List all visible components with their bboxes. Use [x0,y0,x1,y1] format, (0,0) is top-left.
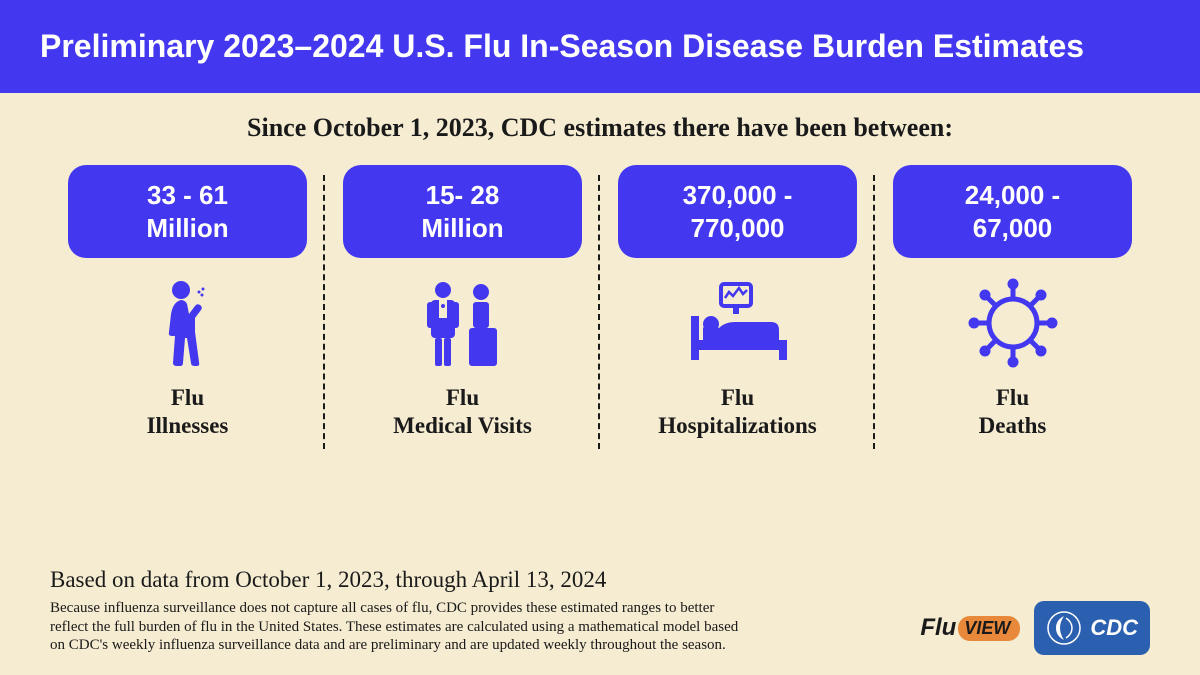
stat-badge: 370,000 - 770,000 [618,165,857,258]
hospital-bed-icon [683,268,793,378]
main-content: Since October 1, 2023, CDC estimates the… [0,93,1200,439]
page-title: Preliminary 2023–2024 U.S. Flu In-Season… [40,28,1160,65]
stat-label: Flu Hospitalizations [658,384,816,439]
fluview-flu: Flu [920,614,956,642]
stat-label: Flu Deaths [979,384,1047,439]
stat-value-line2: Million [351,212,574,245]
stat-value-line2: 770,000 [626,212,849,245]
stat-value-line1: 33 - 61 [76,179,299,212]
sick-person-icon [153,268,223,378]
doctor-visit-icon [413,268,513,378]
stat-badge: 24,000 - 67,000 [893,165,1132,258]
footer-text: Because influenza surveillance does not … [50,599,750,655]
stat-deaths: 24,000 - 67,000 [875,165,1150,439]
hhs-seal-icon [1046,610,1082,646]
logos: Flu VIEW CDC [920,601,1150,655]
cdc-logo: CDC [1034,601,1150,655]
stat-hospitalizations: 370,000 - 770,000 Flu Hospitalizations [600,165,875,439]
virus-icon [968,268,1058,378]
stat-value-line1: 370,000 - [626,179,849,212]
stat-medical-visits: 15- 28 Million Flu Medical [325,165,600,439]
stat-value-line2: 67,000 [901,212,1124,245]
stat-illnesses: 33 - 61 Million Flu Illnesses [50,165,325,439]
stat-label: Flu Illnesses [147,384,229,439]
subtitle: Since October 1, 2023, CDC estimates the… [50,113,1150,143]
stat-label: Flu Medical Visits [393,384,532,439]
stat-badge: 33 - 61 Million [68,165,307,258]
header-banner: Preliminary 2023–2024 U.S. Flu In-Season… [0,0,1200,93]
fluview-logo: Flu VIEW [920,614,1020,642]
stat-value-line1: 15- 28 [351,179,574,212]
footer: Based on data from October 1, 2023, thro… [50,567,1150,655]
cdc-text: CDC [1090,615,1138,641]
fluview-view: VIEW [958,616,1020,641]
stats-row: 33 - 61 Million Flu Illnesses 15- 28 Mil… [50,165,1150,439]
stat-badge: 15- 28 Million [343,165,582,258]
stat-value-line2: Million [76,212,299,245]
footer-title: Based on data from October 1, 2023, thro… [50,567,1150,593]
stat-value-line1: 24,000 - [901,179,1124,212]
